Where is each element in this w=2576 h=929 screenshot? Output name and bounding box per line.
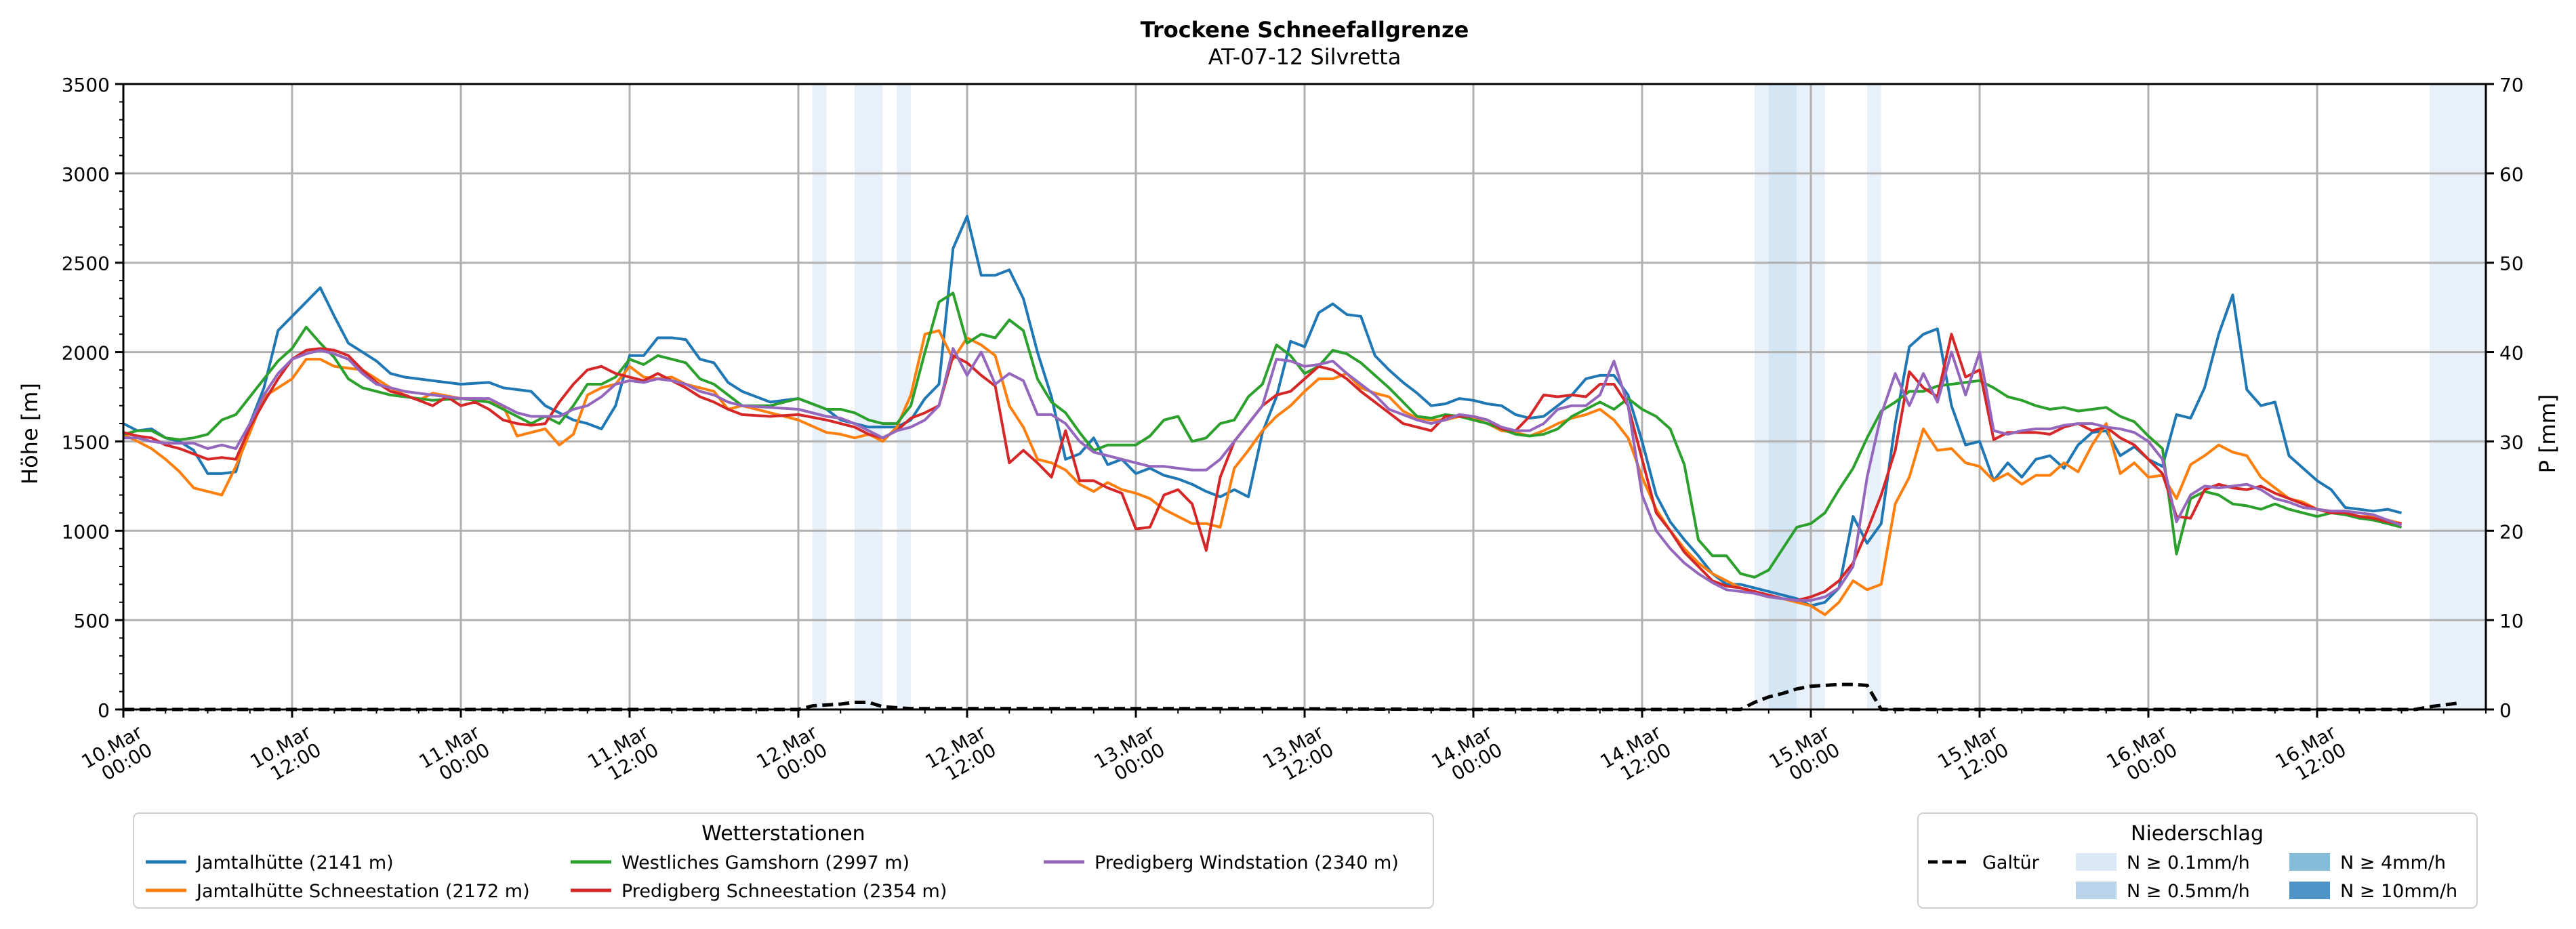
precip-band-1 xyxy=(855,84,883,709)
legend-precip-swatch-0 xyxy=(2076,853,2117,871)
grid-lines xyxy=(122,83,2486,711)
ytick-label-2000: 2000 xyxy=(62,342,110,365)
legend-stations: Wetterstationen Jamtalhütte (2141 m) Jamt… xyxy=(133,812,1434,909)
precip-band-3 xyxy=(1755,84,1769,709)
legend-station-label-3: Predigberg Schneestation (2354 m) xyxy=(621,881,947,902)
y-axis-label: Höhe [m] xyxy=(17,383,43,484)
y2tick-label-50: 50 xyxy=(2499,253,2524,275)
legend-station-label-2: Westliches Gamshorn (2997 m) xyxy=(621,852,909,873)
y2tick-label-40: 40 xyxy=(2499,342,2524,365)
legend-station-label-4: Predigberg Windstation (2340 m) xyxy=(1095,852,1399,873)
precip-band-2 xyxy=(897,84,911,709)
y2tick-label-10: 10 xyxy=(2499,610,2524,632)
y2tick-label-60: 60 xyxy=(2499,163,2524,186)
legend-precip-label-0: N ≥ 0.1mm/h xyxy=(2127,852,2250,873)
precip-band-8 xyxy=(2430,84,2486,709)
legend-station-label-1: Jamtalhütte Schneestation (2172 m) xyxy=(195,881,530,902)
legend-stations-title: Wetterstationen xyxy=(701,822,865,846)
chart-subtitle: AT-07-12 Silvretta xyxy=(1208,44,1402,70)
y2tick-label-0: 0 xyxy=(2499,699,2512,722)
ytick-label-3500: 3500 xyxy=(62,74,110,96)
ytick-label-1000: 1000 xyxy=(62,520,110,543)
legend-precip: Niederschlag Galtür N ≥ 0.1mm/h N ≥ 0.5mm… xyxy=(1917,812,2478,909)
ytick-label-500: 500 xyxy=(74,610,110,632)
legend-station-label-0: Jamtalhütte (2141 m) xyxy=(195,852,394,873)
legend-precip-title: Niederschlag xyxy=(2131,822,2264,846)
precip-line xyxy=(123,682,2458,711)
series-line-4 xyxy=(123,347,2403,602)
ytick-label-0: 0 xyxy=(98,699,110,722)
precipitation-bands xyxy=(812,84,2486,709)
legend-precip-frame xyxy=(1917,812,2478,909)
legend-precip-label-3: N ≥ 10mm/h xyxy=(2340,881,2457,902)
y2tick-label-30: 30 xyxy=(2499,431,2524,453)
legend-precip-label-1: N ≥ 0.5mm/h xyxy=(2127,881,2250,902)
y2tick-label-70: 70 xyxy=(2499,74,2524,96)
precip-band-7 xyxy=(1867,84,1881,709)
legend-precip-swatch-3 xyxy=(2289,882,2330,899)
precip-band-0 xyxy=(812,84,827,709)
ytick-label-3000: 3000 xyxy=(62,163,110,186)
ytick-label-1500: 1500 xyxy=(62,431,110,453)
y2-axis-label: P [mm] xyxy=(2535,394,2560,474)
precipitation-line xyxy=(123,682,2458,711)
ytick-label-2500: 2500 xyxy=(62,253,110,275)
legend-precip-swatch-2 xyxy=(2289,853,2330,871)
series-line-1 xyxy=(123,329,2402,617)
tick-labels: 0 500 1000 1500 2000 2500 3000 3500 0 10 20 30 40 50 6… xyxy=(62,74,2524,785)
station-lines xyxy=(123,215,2403,617)
legend-stations-frame xyxy=(133,812,1434,909)
series-line-0 xyxy=(123,215,2402,607)
legend-precip-label-2: N ≥ 4mm/h xyxy=(2340,852,2446,873)
precip-band-6 xyxy=(1811,84,1825,709)
precip-band-5 xyxy=(1797,84,1811,709)
series-line-3 xyxy=(123,333,2402,602)
precip-band-4 xyxy=(1768,84,1797,709)
legend-precip-swatch-1 xyxy=(2076,882,2117,899)
legend-precip-station: Galtür xyxy=(1982,852,2040,873)
y2tick-label-20: 20 xyxy=(2499,520,2524,543)
chart-title: Trockene Schneefallgrenze xyxy=(1141,17,1469,43)
